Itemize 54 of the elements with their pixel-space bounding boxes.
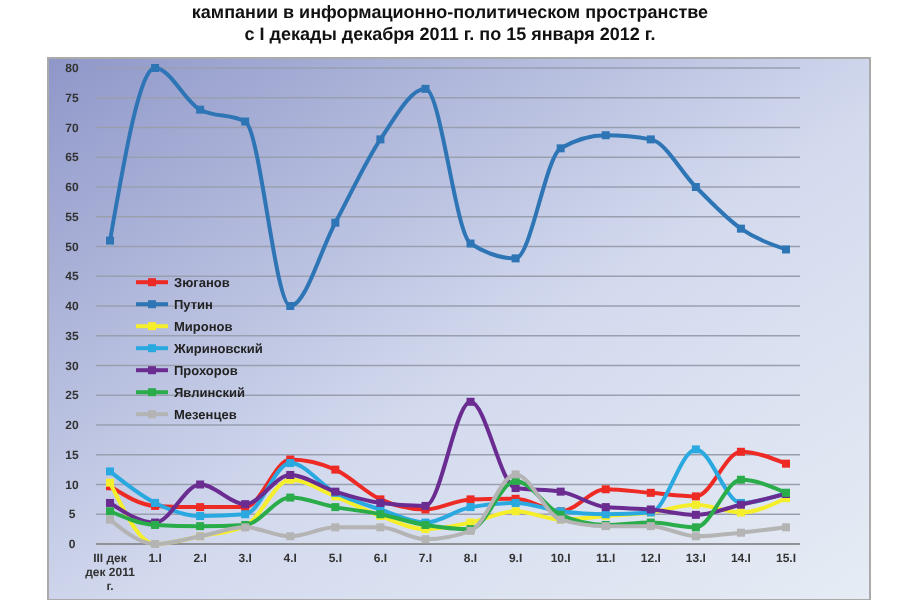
point (106, 507, 114, 516)
point (782, 459, 790, 468)
point (782, 245, 790, 254)
point (331, 465, 340, 474)
point (736, 224, 745, 233)
point (691, 183, 700, 191)
point (511, 507, 520, 516)
point (106, 498, 114, 507)
point (106, 515, 114, 524)
point (646, 488, 655, 497)
point (511, 470, 520, 479)
point (601, 503, 610, 512)
point (241, 510, 250, 519)
point (466, 495, 475, 504)
point (196, 105, 205, 114)
point (691, 523, 700, 532)
point (421, 535, 430, 544)
point (601, 131, 610, 140)
point (151, 64, 160, 72)
point (106, 467, 114, 476)
point (736, 475, 745, 484)
point (196, 503, 205, 512)
point (106, 236, 114, 245)
point (601, 485, 610, 494)
point (331, 523, 340, 532)
point (556, 144, 565, 153)
point (286, 470, 295, 479)
point (466, 239, 475, 248)
point (376, 523, 385, 532)
point (331, 218, 340, 227)
point (331, 503, 340, 512)
point (241, 117, 250, 126)
point (421, 84, 430, 93)
point (196, 522, 205, 531)
point (511, 254, 520, 263)
point (466, 397, 475, 406)
point (646, 135, 655, 144)
point (286, 302, 295, 310)
point (782, 523, 790, 532)
point (466, 503, 475, 512)
point (196, 512, 205, 521)
point (376, 135, 385, 144)
point (196, 480, 205, 489)
chart-title: кампании в информационно-политическом пространстве с I декады декабря 2011 г. по 15 января 2012 г. (191, 2, 709, 44)
point (691, 492, 700, 501)
point (691, 532, 700, 541)
point (691, 510, 700, 519)
point (286, 493, 295, 502)
point (691, 500, 700, 509)
point (736, 528, 745, 537)
point (286, 532, 295, 541)
point (691, 445, 700, 454)
point (736, 447, 745, 456)
point (556, 487, 565, 496)
